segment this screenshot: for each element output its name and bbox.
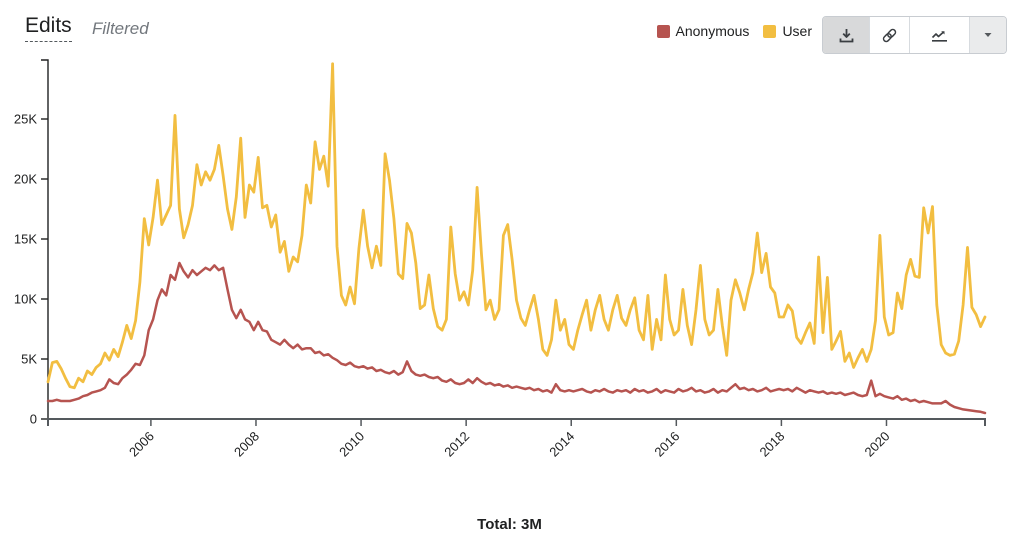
total-label: Total: 3M [477, 516, 542, 533]
y-tick-label: 20K [14, 172, 37, 187]
more-options-button[interactable] [969, 17, 1006, 53]
legend-label-user: User [782, 23, 812, 39]
x-tick-label: 2018 [756, 429, 787, 460]
download-button[interactable] [823, 17, 869, 53]
legend-item-user[interactable]: User [763, 23, 812, 39]
user-series-line [46, 62, 987, 390]
y-tick-label: 15K [14, 232, 37, 247]
chart-header: Edits Filtered Anonymous User [0, 0, 1019, 58]
legend-label-anonymous: Anonymous [675, 23, 750, 39]
caret-down-icon [982, 29, 994, 41]
legend: Anonymous User [656, 23, 812, 39]
filter-status-label: Filtered [92, 19, 149, 38]
anonymous-swatch-icon [656, 24, 670, 38]
y-tick-label: 25K [14, 112, 37, 127]
metric-title[interactable]: Edits [25, 14, 72, 42]
x-tick-label: 2006 [126, 429, 157, 460]
legend-item-anonymous[interactable]: Anonymous [656, 23, 750, 39]
x-axis [47, 418, 986, 426]
permalink-button[interactable] [869, 17, 909, 53]
chart-type-button[interactable] [909, 17, 969, 53]
x-tick-label: 2012 [441, 429, 472, 460]
y-tick-label: 5K [21, 352, 37, 367]
x-tick-label: 2016 [651, 429, 682, 460]
download-icon [838, 27, 855, 44]
x-tick-label: 2014 [546, 429, 577, 460]
chart-toolbar [822, 16, 1007, 54]
y-tick-label: 10K [14, 292, 37, 307]
edits-line-chart: 0 5K 10K 15K 20K 25K 2006 2008 2010 2012 2014 2016 2… [14, 59, 987, 460]
x-tick-label: 2020 [862, 429, 893, 460]
y-tick-label: 0 [30, 412, 37, 427]
x-tick-label: 2010 [336, 429, 367, 460]
link-icon [881, 27, 898, 44]
anonymous-series-line [46, 261, 987, 415]
line-chart-icon [930, 27, 949, 44]
user-swatch-icon [763, 24, 777, 38]
x-tick-label: 2008 [231, 429, 262, 460]
